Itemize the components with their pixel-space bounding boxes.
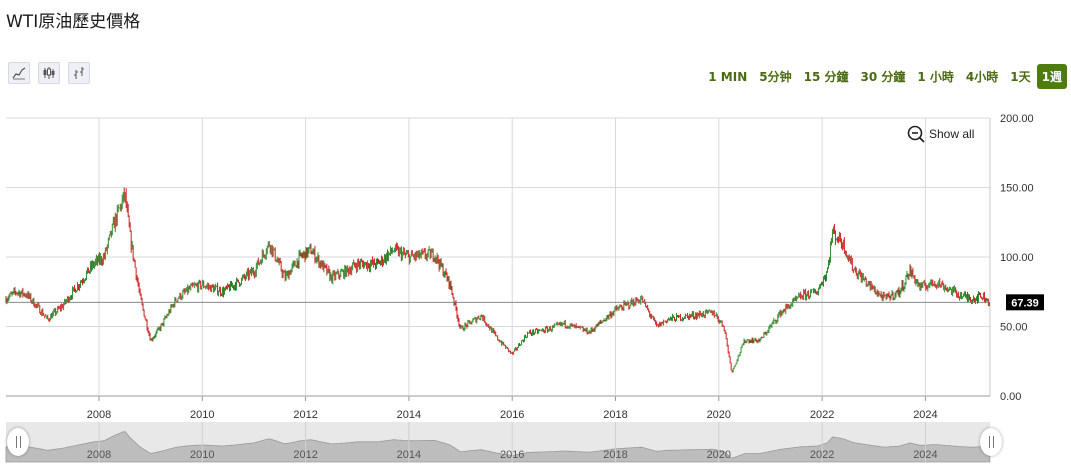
- x-axis: 2008 2010 2012 2014 2016 2018 2020 2022 2024: [87, 396, 938, 421]
- navigator-tick-label: 2022: [810, 449, 834, 461]
- time-range-selector: 1 MIN 5分钟 15 分鐘 30 分鐘 1 小時 4小時 1天 1週: [702, 64, 1067, 89]
- navigator[interactable]: 2008 2010 2012 2014 2016 2018 2020 2022 2024: [5, 422, 991, 463]
- navigator-right-handle[interactable]: [980, 428, 1002, 456]
- navigator-tick-label: 2024: [913, 449, 937, 461]
- line-chart-button[interactable]: [8, 62, 30, 84]
- navigator-tick-label: 2014: [397, 449, 421, 461]
- range-5min[interactable]: 5分钟: [759, 70, 792, 84]
- range-1hour[interactable]: 1 小時: [917, 70, 954, 84]
- range-1day[interactable]: 1天: [1010, 70, 1031, 84]
- last-price-marker: 67.39: [6, 294, 1044, 311]
- y-tick-label: 100.00: [1000, 252, 1034, 264]
- x-tick-label: 2018: [603, 409, 627, 421]
- line-chart-icon: [12, 67, 26, 80]
- page-title: WTI原油歷史價格: [6, 12, 141, 32]
- last-price-badge: [1006, 294, 1044, 311]
- x-tick-label: 2014: [397, 409, 421, 421]
- show-all-label: Show all: [929, 127, 975, 141]
- y-tick-label: 150.00: [1000, 183, 1034, 195]
- y-tick-label: 200.00: [1000, 113, 1034, 125]
- range-1min[interactable]: 1 MIN: [708, 69, 748, 84]
- y-tick-label: 0.00: [1000, 391, 1021, 403]
- navigator-area: [5, 431, 991, 463]
- y-axis: 0.00 50.00 100.00 150.00 200.00: [1000, 113, 1034, 403]
- x-tick-label: 2008: [87, 409, 111, 421]
- navigator-tick-label: 2012: [293, 449, 317, 461]
- x-tick-label: 2012: [293, 409, 317, 421]
- range-1week[interactable]: 1週: [1036, 64, 1067, 89]
- ohlc-bar-icon: [74, 67, 84, 79]
- navigator-left-handle[interactable]: [7, 428, 29, 456]
- chart-grid: [6, 117, 991, 397]
- range-15min[interactable]: 15 分鐘: [803, 70, 849, 84]
- y-tick-label: 50.00: [1000, 322, 1028, 334]
- zoom-out-icon: [907, 125, 925, 143]
- x-tick-label: 2010: [190, 409, 214, 421]
- navigator-tick-label: 2018: [603, 449, 627, 461]
- ohlc-bar-button[interactable]: [68, 62, 90, 84]
- navigator-tick-label: 2020: [707, 449, 731, 461]
- candlestick-button[interactable]: [38, 62, 60, 84]
- x-tick-label: 2016: [500, 409, 524, 421]
- last-price-label: 67.39: [1011, 297, 1039, 309]
- x-tick-label: 2024: [913, 409, 937, 421]
- candlestick-series: [5, 187, 990, 373]
- x-tick-label: 2020: [707, 409, 731, 421]
- navigator-tick-label: 2016: [500, 449, 524, 461]
- chart-type-toolbar: [8, 62, 90, 84]
- show-all-button[interactable]: Show all: [907, 125, 974, 143]
- candlestick-icon: [43, 67, 55, 79]
- navigator-tick-label: 2010: [190, 449, 214, 461]
- range-4hour[interactable]: 4小時: [965, 70, 999, 84]
- navigator-tick-label: 2008: [87, 449, 111, 461]
- range-30min[interactable]: 30 分鐘: [860, 70, 906, 84]
- x-tick-label: 2022: [810, 409, 834, 421]
